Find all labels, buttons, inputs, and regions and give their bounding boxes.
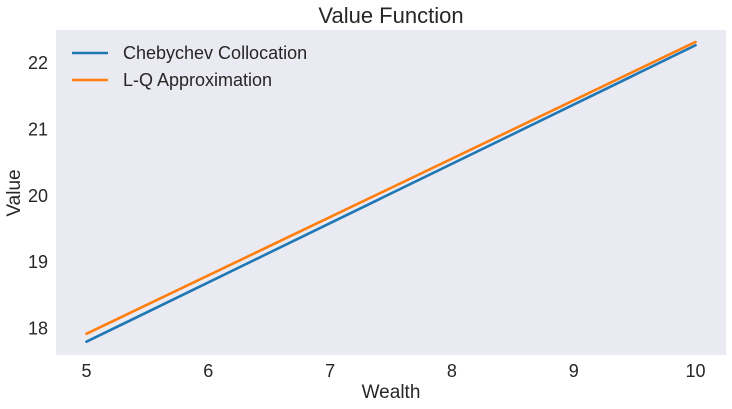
series-line-1 bbox=[85, 40, 697, 336]
y-tick-label: 21 bbox=[28, 119, 48, 139]
series-lines bbox=[85, 40, 697, 344]
y-tick-label: 22 bbox=[28, 53, 48, 73]
y-axis-ticks: 18 19 20 21 22 bbox=[28, 53, 48, 338]
y-axis-label: Value bbox=[4, 169, 25, 216]
chart-title: Value Function bbox=[318, 3, 463, 28]
legend: Chebychev Collocation L-Q Approximation bbox=[72, 43, 307, 90]
y-tick-label: 19 bbox=[28, 252, 48, 272]
legend-label-0: Chebychev Collocation bbox=[123, 43, 307, 63]
x-axis-label: Wealth bbox=[362, 382, 421, 403]
x-tick-label: 8 bbox=[447, 361, 457, 381]
x-tick-label: 6 bbox=[203, 361, 213, 381]
legend-label-1: L-Q Approximation bbox=[123, 70, 272, 90]
series-line-0 bbox=[85, 43, 697, 344]
x-tick-label: 10 bbox=[686, 361, 706, 381]
x-tick-label: 5 bbox=[81, 361, 91, 381]
x-tick-label: 9 bbox=[569, 361, 579, 381]
x-axis-ticks: 5 6 7 8 9 10 bbox=[81, 361, 705, 381]
y-tick-label: 18 bbox=[28, 318, 48, 338]
y-tick-label: 20 bbox=[28, 186, 48, 206]
x-tick-label: 7 bbox=[325, 361, 335, 381]
